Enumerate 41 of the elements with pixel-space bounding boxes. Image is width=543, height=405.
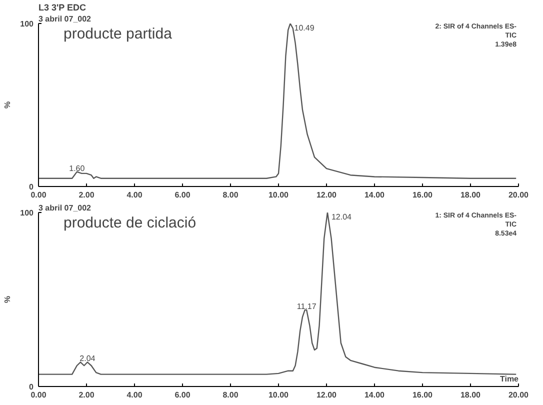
line-series — [38, 212, 517, 375]
chart-title: L3 3'P EDC — [38, 2, 86, 12]
annotation: producte partida — [64, 26, 173, 42]
x-tick-label: 8.00 — [222, 390, 239, 400]
x-tick-label: 18.00 — [460, 390, 482, 400]
x-tick-label: 14.00 — [364, 390, 386, 400]
x-tick-label: 10.00 — [268, 390, 290, 400]
annotation: 2.04 — [80, 354, 96, 364]
annotation: 1.60 — [69, 164, 86, 173]
chart-subtitle: 3 abril 07_002 — [38, 14, 92, 24]
x-tick-label: 4.00 — [126, 190, 143, 200]
x-tick-label: 12.00 — [316, 190, 338, 200]
x-tick-label: 2.00 — [78, 390, 95, 400]
x-tick-label: 16.00 — [412, 190, 434, 200]
y-tick-label: 100 — [20, 20, 34, 28]
annotation: 10.49 — [294, 24, 315, 32]
annotation: 12.04 — [331, 212, 352, 222]
chart-subtitle: 3 abril 07_002 — [38, 204, 92, 212]
annotation: producte de ciclació — [64, 214, 196, 232]
x-tick-label: 20.00 — [508, 190, 530, 200]
y-tick-label: 0 — [29, 182, 34, 192]
x-tick-label: 2.00 — [78, 190, 95, 200]
y-axis-title: % — [3, 101, 12, 109]
annotation: 11.17 — [296, 302, 317, 311]
x-tick-label: 20.00 — [508, 390, 530, 400]
y-axis-title: % — [3, 296, 12, 304]
x-tick-label: 18.00 — [460, 190, 482, 200]
x-tick-label: 10.00 — [268, 190, 290, 200]
x-tick-label: 6.00 — [174, 390, 191, 400]
line-series — [38, 24, 517, 179]
x-tick-label: 0.00 — [30, 190, 47, 200]
y-tick-label: 0 — [29, 382, 34, 392]
x-tick-label: 0.00 — [30, 390, 47, 400]
x-tick-label: 4.00 — [126, 390, 143, 400]
x-axis-title: Time — [500, 374, 520, 384]
y-tick-label: 100 — [20, 208, 34, 218]
x-tick-label: 14.00 — [364, 190, 386, 200]
x-tick-label: 16.00 — [412, 390, 434, 400]
x-tick-label: 6.00 — [174, 190, 191, 200]
x-tick-label: 12.00 — [316, 390, 338, 400]
x-tick-label: 8.00 — [222, 190, 239, 200]
